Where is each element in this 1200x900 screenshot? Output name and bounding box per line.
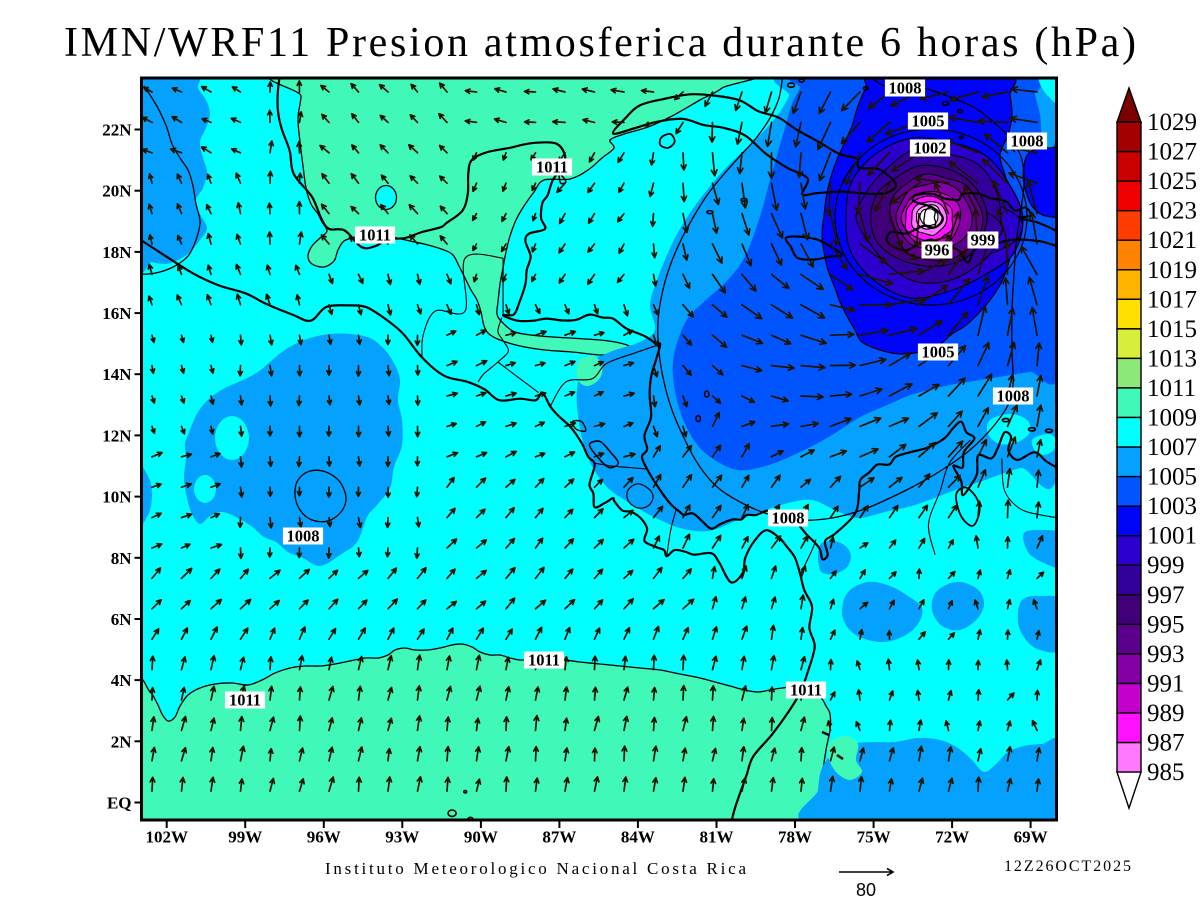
- svg-text:1011: 1011: [790, 681, 822, 700]
- svg-text:2N: 2N: [111, 732, 133, 751]
- svg-text:102W: 102W: [145, 828, 188, 847]
- svg-text:1008: 1008: [889, 79, 922, 98]
- svg-text:1005: 1005: [912, 112, 945, 131]
- svg-text:1008: 1008: [1011, 132, 1044, 151]
- svg-text:1027: 1027: [1147, 139, 1197, 166]
- svg-text:99W: 99W: [228, 828, 262, 847]
- svg-text:995: 995: [1147, 611, 1185, 638]
- svg-text:12N: 12N: [102, 426, 132, 445]
- svg-text:989: 989: [1147, 700, 1185, 727]
- svg-text:1017: 1017: [1147, 286, 1197, 313]
- svg-text:1023: 1023: [1147, 198, 1197, 225]
- svg-text:20N: 20N: [102, 182, 132, 201]
- svg-text:18N: 18N: [102, 243, 132, 262]
- svg-text:1019: 1019: [1147, 257, 1197, 284]
- svg-text:81W: 81W: [700, 828, 734, 847]
- svg-text:1015: 1015: [1147, 316, 1197, 343]
- svg-text:8N: 8N: [111, 549, 133, 568]
- svg-text:1011: 1011: [359, 226, 391, 245]
- svg-text:1003: 1003: [1147, 493, 1197, 520]
- svg-text:1021: 1021: [1147, 227, 1197, 254]
- svg-text:72W: 72W: [935, 828, 969, 847]
- svg-text:996: 996: [925, 241, 950, 260]
- svg-text:999: 999: [1147, 552, 1185, 579]
- svg-text:10N: 10N: [102, 488, 132, 507]
- svg-text:1008: 1008: [772, 509, 805, 528]
- svg-text:75W: 75W: [857, 828, 891, 847]
- svg-text:IMN/WRF11 Presion atmosferica: IMN/WRF11 Presion atmosferica durante 6 …: [64, 20, 1136, 66]
- svg-text:78W: 78W: [778, 828, 812, 847]
- svg-text:1025: 1025: [1147, 168, 1197, 195]
- svg-text:93W: 93W: [385, 828, 419, 847]
- svg-text:1009: 1009: [1147, 405, 1197, 432]
- svg-text:1029: 1029: [1147, 109, 1197, 136]
- svg-text:84W: 84W: [621, 828, 655, 847]
- svg-text:69W: 69W: [1014, 828, 1048, 847]
- svg-text:991: 991: [1147, 671, 1185, 698]
- svg-text:987: 987: [1147, 730, 1185, 757]
- svg-text:1008: 1008: [997, 387, 1030, 406]
- svg-text:90W: 90W: [464, 828, 498, 847]
- svg-text:1005: 1005: [1147, 464, 1197, 491]
- svg-text:1011: 1011: [536, 158, 568, 177]
- svg-text:4N: 4N: [111, 671, 133, 690]
- svg-text:EQ: EQ: [107, 794, 132, 813]
- svg-text:96W: 96W: [307, 828, 341, 847]
- svg-text:993: 993: [1147, 641, 1185, 668]
- svg-text:1001: 1001: [1147, 523, 1197, 550]
- svg-text:14N: 14N: [102, 365, 132, 384]
- svg-text:999: 999: [971, 231, 996, 250]
- svg-text:985: 985: [1147, 759, 1185, 786]
- svg-text:1013: 1013: [1147, 345, 1197, 372]
- svg-text:1007: 1007: [1147, 434, 1197, 461]
- svg-text:6N: 6N: [111, 610, 133, 629]
- svg-text:87W: 87W: [542, 828, 576, 847]
- svg-text:1002: 1002: [914, 139, 947, 158]
- svg-text:16N: 16N: [102, 304, 132, 323]
- svg-text:1008: 1008: [287, 527, 320, 546]
- svg-text:1011: 1011: [528, 651, 560, 670]
- svg-text:997: 997: [1147, 582, 1185, 609]
- svg-text:1005: 1005: [922, 343, 955, 362]
- svg-text:22N: 22N: [102, 121, 132, 140]
- svg-text:1011: 1011: [229, 691, 261, 710]
- svg-text:1011: 1011: [1147, 375, 1196, 402]
- svg-text:80: 80: [856, 880, 876, 900]
